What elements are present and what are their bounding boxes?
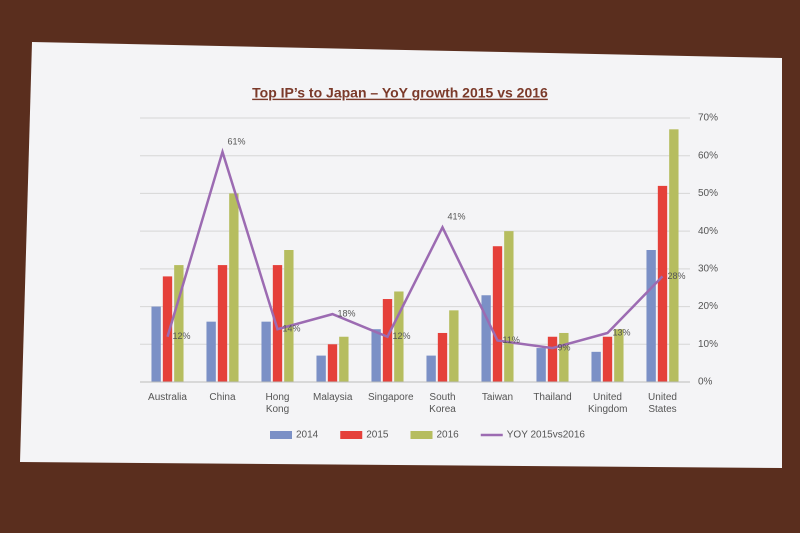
chart-title: Top IP’s to Japan – YoY growth 2015 vs 2… (252, 85, 548, 101)
legend-label: YOY 2015vs2016 (507, 430, 586, 441)
bar (327, 344, 338, 382)
y2-tick-label: 20% (698, 301, 718, 312)
bar (339, 336, 349, 382)
bar (437, 332, 448, 382)
line (166, 147, 664, 350)
bar (669, 129, 679, 382)
x-tick-label: United States (648, 392, 677, 415)
x-tick-label: Hong Kong (265, 392, 290, 415)
data-label: 14% (283, 324, 301, 334)
bar (174, 265, 184, 382)
x-tick-label: China (209, 392, 236, 403)
data-label: 12% (173, 331, 191, 341)
y2-tick-label: 40% (698, 226, 718, 237)
bar (492, 246, 503, 382)
bar (261, 321, 271, 382)
bar (646, 250, 656, 382)
data-label: 28% (668, 271, 686, 281)
x-tick-label: Singapore (368, 392, 414, 403)
y2-tick-label: 30% (698, 263, 718, 274)
data-label: 12% (393, 331, 411, 341)
bar (229, 193, 239, 382)
y2-tick-label: 0% (698, 377, 713, 388)
bar (151, 306, 161, 382)
legend-swatch (410, 431, 433, 439)
bar (591, 351, 601, 382)
bar (614, 329, 624, 382)
y2-tick-label: 70% (698, 113, 718, 124)
bar (657, 185, 668, 382)
bar (382, 299, 393, 382)
bar (559, 332, 569, 382)
bar (536, 348, 546, 382)
data-label: 13% (613, 327, 631, 337)
legend-label: 2015 (366, 430, 389, 441)
x-tick-label: South Korea (429, 392, 456, 415)
bar (426, 355, 436, 382)
data-label: 11% (503, 335, 520, 345)
bar (602, 336, 613, 382)
data-label: 61% (228, 136, 246, 146)
bar (547, 336, 558, 382)
y2-tick-label: 60% (698, 150, 718, 161)
bar (206, 321, 216, 382)
bar (272, 265, 283, 382)
bar (504, 231, 514, 382)
data-label: 9% (558, 342, 571, 352)
bar (449, 310, 459, 382)
bar (481, 295, 491, 382)
legend-swatch (270, 431, 292, 439)
bar (316, 355, 326, 382)
bar (217, 265, 228, 382)
x-tick-label: Taiwan (481, 392, 514, 403)
x-tick-label: Thailand (533, 392, 572, 403)
bar (162, 276, 173, 382)
x-tick-label: United Kingdom (588, 392, 628, 415)
legend-label: 2014 (296, 430, 319, 441)
bar (371, 329, 381, 382)
legend-label: 2016 (437, 430, 460, 441)
x-tick-label: Malaysia (313, 392, 353, 403)
legend-swatch (340, 431, 363, 439)
y2-tick-label: 10% (698, 339, 718, 350)
x-tick-label: Australia (148, 392, 187, 403)
bar (284, 250, 294, 382)
bar (394, 291, 404, 382)
y2-tick-label: 50% (698, 188, 718, 199)
data-label: 18% (338, 308, 356, 318)
data-label: 41% (448, 212, 466, 222)
